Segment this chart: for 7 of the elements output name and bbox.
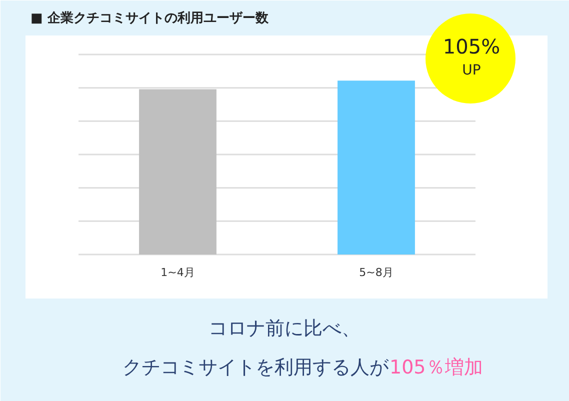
text: コロナ前に比べ、 [208,318,360,340]
text: 105％増加 [390,356,483,378]
text: クチコミサイトを利用する人が [122,356,390,378]
x-tick-label: 1~4月 [160,266,195,279]
text: 105% UP [442,34,500,78]
chart-title: ■ 企業クチコミサイトの利用ユーザー数 [30,10,270,26]
x-tick-label: 5~8月 [359,266,394,279]
